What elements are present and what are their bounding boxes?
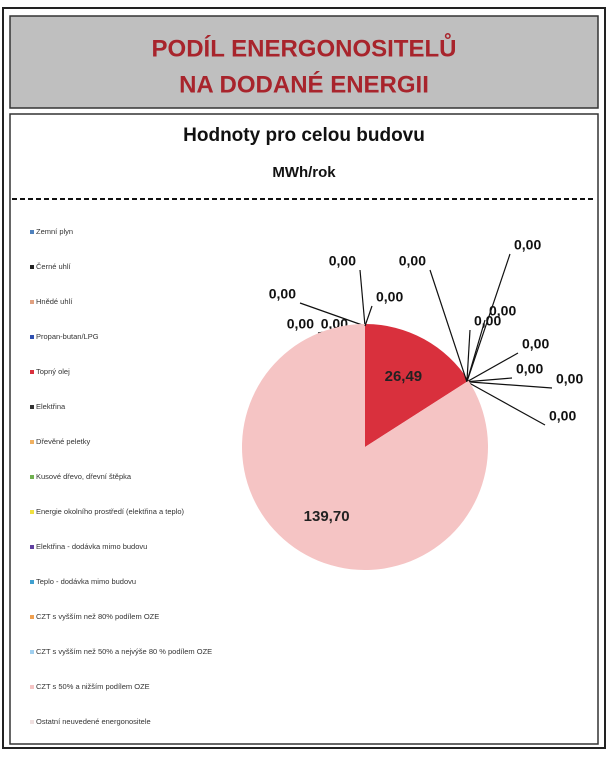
legend-swatch <box>30 230 34 234</box>
leader-line <box>359 269 366 327</box>
leader-line <box>299 302 366 327</box>
data-label: 0,00 <box>399 253 426 269</box>
chart-title: Hodnoty pro celou budovu <box>183 125 425 146</box>
leader-line <box>429 269 468 382</box>
data-label: 139,70 <box>304 508 350 525</box>
data-label: 0,00 <box>329 253 356 269</box>
legend-label: Elektřina <box>36 402 66 411</box>
legend-swatch <box>30 370 34 374</box>
legend-label: Topný olej <box>36 367 70 376</box>
leader-line <box>466 329 471 382</box>
legend-label: CZT s vyšším než 80% podílem OZE <box>36 612 159 621</box>
leader-line <box>364 305 373 327</box>
data-label: 0,00 <box>474 313 501 329</box>
legend-swatch <box>30 615 34 619</box>
legend-swatch <box>30 405 34 409</box>
legend-label: CZT s 50% a nižším podílem OZE <box>36 682 150 691</box>
data-label: 26,49 <box>385 368 423 385</box>
header-title: PODÍL ENERGONOSITELŮ <box>152 32 457 62</box>
header-box <box>9 15 599 109</box>
chart-subtitle: MWh/rok <box>272 164 336 181</box>
legend-swatch <box>30 685 34 689</box>
legend-swatch <box>30 265 34 269</box>
legend-swatch <box>30 720 34 724</box>
legend-label: Elektřina - dodávka mimo budovu <box>36 542 147 551</box>
header-title: NA DODANÉ ENERGII <box>179 70 429 98</box>
data-label: 0,00 <box>516 361 543 377</box>
pie-slice <box>365 324 469 447</box>
legend-swatch <box>30 335 34 339</box>
legend-label: Černé uhlí <box>36 262 72 271</box>
legend-swatch <box>30 650 34 654</box>
data-label: 0,00 <box>376 289 403 305</box>
data-label: 0,00 <box>287 316 314 332</box>
legend-label: Propan-butan/LPG <box>36 332 99 341</box>
legend-label: Dřevěné peletky <box>36 437 90 446</box>
leader-line <box>466 253 511 382</box>
legend-swatch <box>30 510 34 514</box>
legend-label: Teplo - dodávka mimo budovu <box>36 577 136 586</box>
data-label: 0,00 <box>269 286 296 302</box>
legend-label: Energie okolního prostředí (elektřina a … <box>36 507 185 516</box>
legend-swatch <box>30 545 34 549</box>
data-label: 0,00 <box>522 336 549 352</box>
legend-swatch <box>30 440 34 444</box>
legend-swatch <box>30 300 34 304</box>
leader-line <box>466 381 553 389</box>
data-label: 0,00 <box>489 303 516 319</box>
leader-line <box>466 377 513 383</box>
leader-line <box>466 381 546 426</box>
data-label: 0,00 <box>514 237 541 253</box>
legend-swatch <box>30 475 34 479</box>
legend-label: Zemní plyn <box>36 227 73 236</box>
data-label: 0,00 <box>549 408 576 424</box>
leader-line <box>466 352 519 383</box>
legend-label: Ostatní neuvedené energonositele <box>36 717 151 726</box>
pie-slice <box>241 324 488 570</box>
legend-label: CZT s vyšším než 50% a nejvýše 80 % podí… <box>36 647 212 656</box>
data-label: 0,00 <box>556 371 583 387</box>
legend-label: Hnědé uhlí <box>36 297 73 306</box>
leader-line <box>466 319 486 382</box>
legend-swatch <box>30 580 34 584</box>
legend-label: Kusové dřevo, dřevní štěpka <box>36 472 132 481</box>
